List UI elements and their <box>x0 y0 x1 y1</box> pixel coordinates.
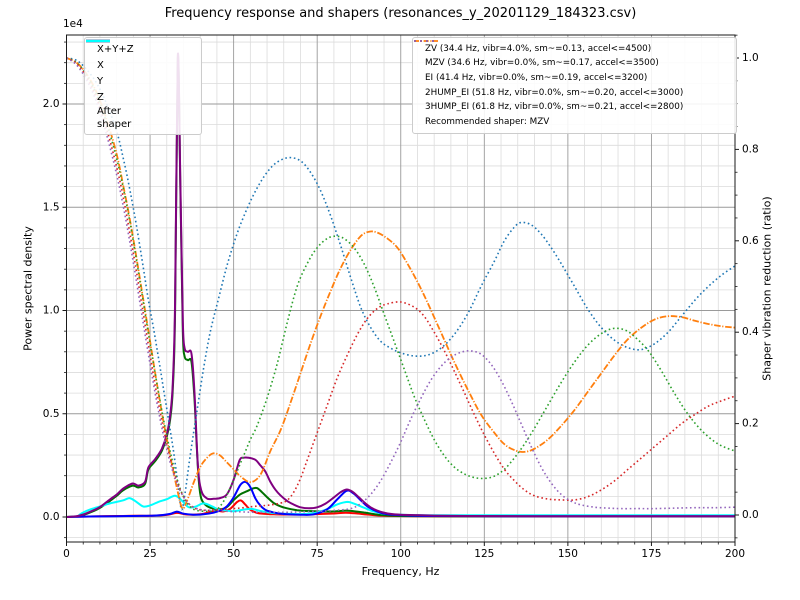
y-left-axis-label: Power spectral density <box>21 226 35 351</box>
x-tick-label: 25 <box>143 548 156 560</box>
series-y <box>66 55 735 518</box>
x-tick-label: 175 <box>641 548 661 560</box>
legend-item-y: Y <box>86 39 194 90</box>
x-tick-label: 125 <box>474 548 494 560</box>
series-three_hump_ei <box>66 57 735 514</box>
x-tick-label: 50 <box>227 548 240 560</box>
legend-item-label: MZV (34.6 Hz, vibr=0.0%, sm~=0.17, accel… <box>425 58 659 69</box>
y-right-tick-label: 0.2 <box>742 418 759 430</box>
legend-item-x: X <box>86 39 194 74</box>
legend-item-label: X <box>97 59 104 71</box>
y-right-tick-label: 0.8 <box>742 143 759 155</box>
legend-shapers: ZV (34.4 Hz, vibr=4.0%, sm~=0.13, accel<… <box>412 37 737 134</box>
series-xyz <box>66 52 735 518</box>
x-tick-label: 75 <box>311 548 324 560</box>
legend-psd-series: X+Y+Z X Y Z After shaper <box>84 37 202 135</box>
y-right-tick-label: 0.4 <box>742 326 759 338</box>
legend-item-z: Z <box>86 39 194 106</box>
legend-item-label: 3HUMP_EI (61.8 Hz, vibr=0.0%, sm~=0.21, … <box>425 102 684 113</box>
series-ei <box>66 57 735 513</box>
x-tick-label: 100 <box>391 548 411 560</box>
legend-item-label: ZV (34.4 Hz, vibr=4.0%, sm~=0.13, accel<… <box>425 43 652 54</box>
y-axis-offset-text: 1e4 <box>63 18 83 30</box>
legend-item-label: Y <box>97 75 104 87</box>
legend-item-label: 2HUMP_EI (51.8 Hz, vibr=0.0%, sm~=0.20, … <box>425 87 684 98</box>
series-mzv <box>66 57 735 510</box>
recommended-shaper-note: Recommended shaper: MZV <box>425 116 550 127</box>
legend-item-label: EI (41.4 Hz, vibr=0.0%, sm~=0.19, accel<… <box>425 72 648 83</box>
x-tick-label: 150 <box>558 548 578 560</box>
y-left-tick-label: 1.0 <box>43 305 60 317</box>
y-left-tick-label: 0.0 <box>43 511 60 523</box>
chart-title: Frequency response and shapers (resonanc… <box>164 6 637 21</box>
legend-item-recommended: Recommended shaper: MZV <box>419 115 729 130</box>
y-right-tick-label: 0.0 <box>742 509 759 521</box>
x-axis-label: Frequency, Hz <box>361 565 440 578</box>
series-two_hump_ei <box>66 57 735 512</box>
legend-item-zv: ZV (34.4 Hz, vibr=4.0%, sm~=0.13, accel<… <box>414 40 729 57</box>
y-right-axis-label: Shaper vibration reduction (ratio) <box>760 196 774 381</box>
x-tick-label: 0 <box>63 548 70 560</box>
legend-item-label: Z <box>97 91 104 103</box>
series-after_shaper <box>66 494 735 518</box>
legend-item-x-y-z: X+Y+Z <box>86 39 194 58</box>
legend-item-3hump_ei: 3HUMP_EI (61.8 Hz, vibr=0.0%, sm~=0.21, … <box>414 40 729 115</box>
y-right-tick-label: 1.0 <box>742 52 759 64</box>
legend-item-2hump_ei: 2HUMP_EI (51.8 Hz, vibr=0.0%, sm~=0.20, … <box>414 40 729 101</box>
x-tick-label: 200 <box>725 548 745 560</box>
legend-item-mzv: MZV (34.6 Hz, vibr=0.0%, sm~=0.17, accel… <box>414 40 729 72</box>
y-left-tick-label: 2.0 <box>43 98 60 110</box>
y-right-tick-label: 0.6 <box>742 235 759 247</box>
curves <box>66 52 735 518</box>
y-left-tick-label: 1.5 <box>43 201 60 213</box>
series-zv <box>66 57 735 511</box>
legend-item-ei: EI (41.4 Hz, vibr=0.0%, sm~=0.19, accel<… <box>414 40 729 86</box>
legend-item-after: After shaper <box>86 39 194 131</box>
legend-item-label: X+Y+Z <box>97 43 134 55</box>
y-left-tick-label: 0.5 <box>43 408 60 420</box>
legend-item-label: After shaper <box>97 106 132 130</box>
